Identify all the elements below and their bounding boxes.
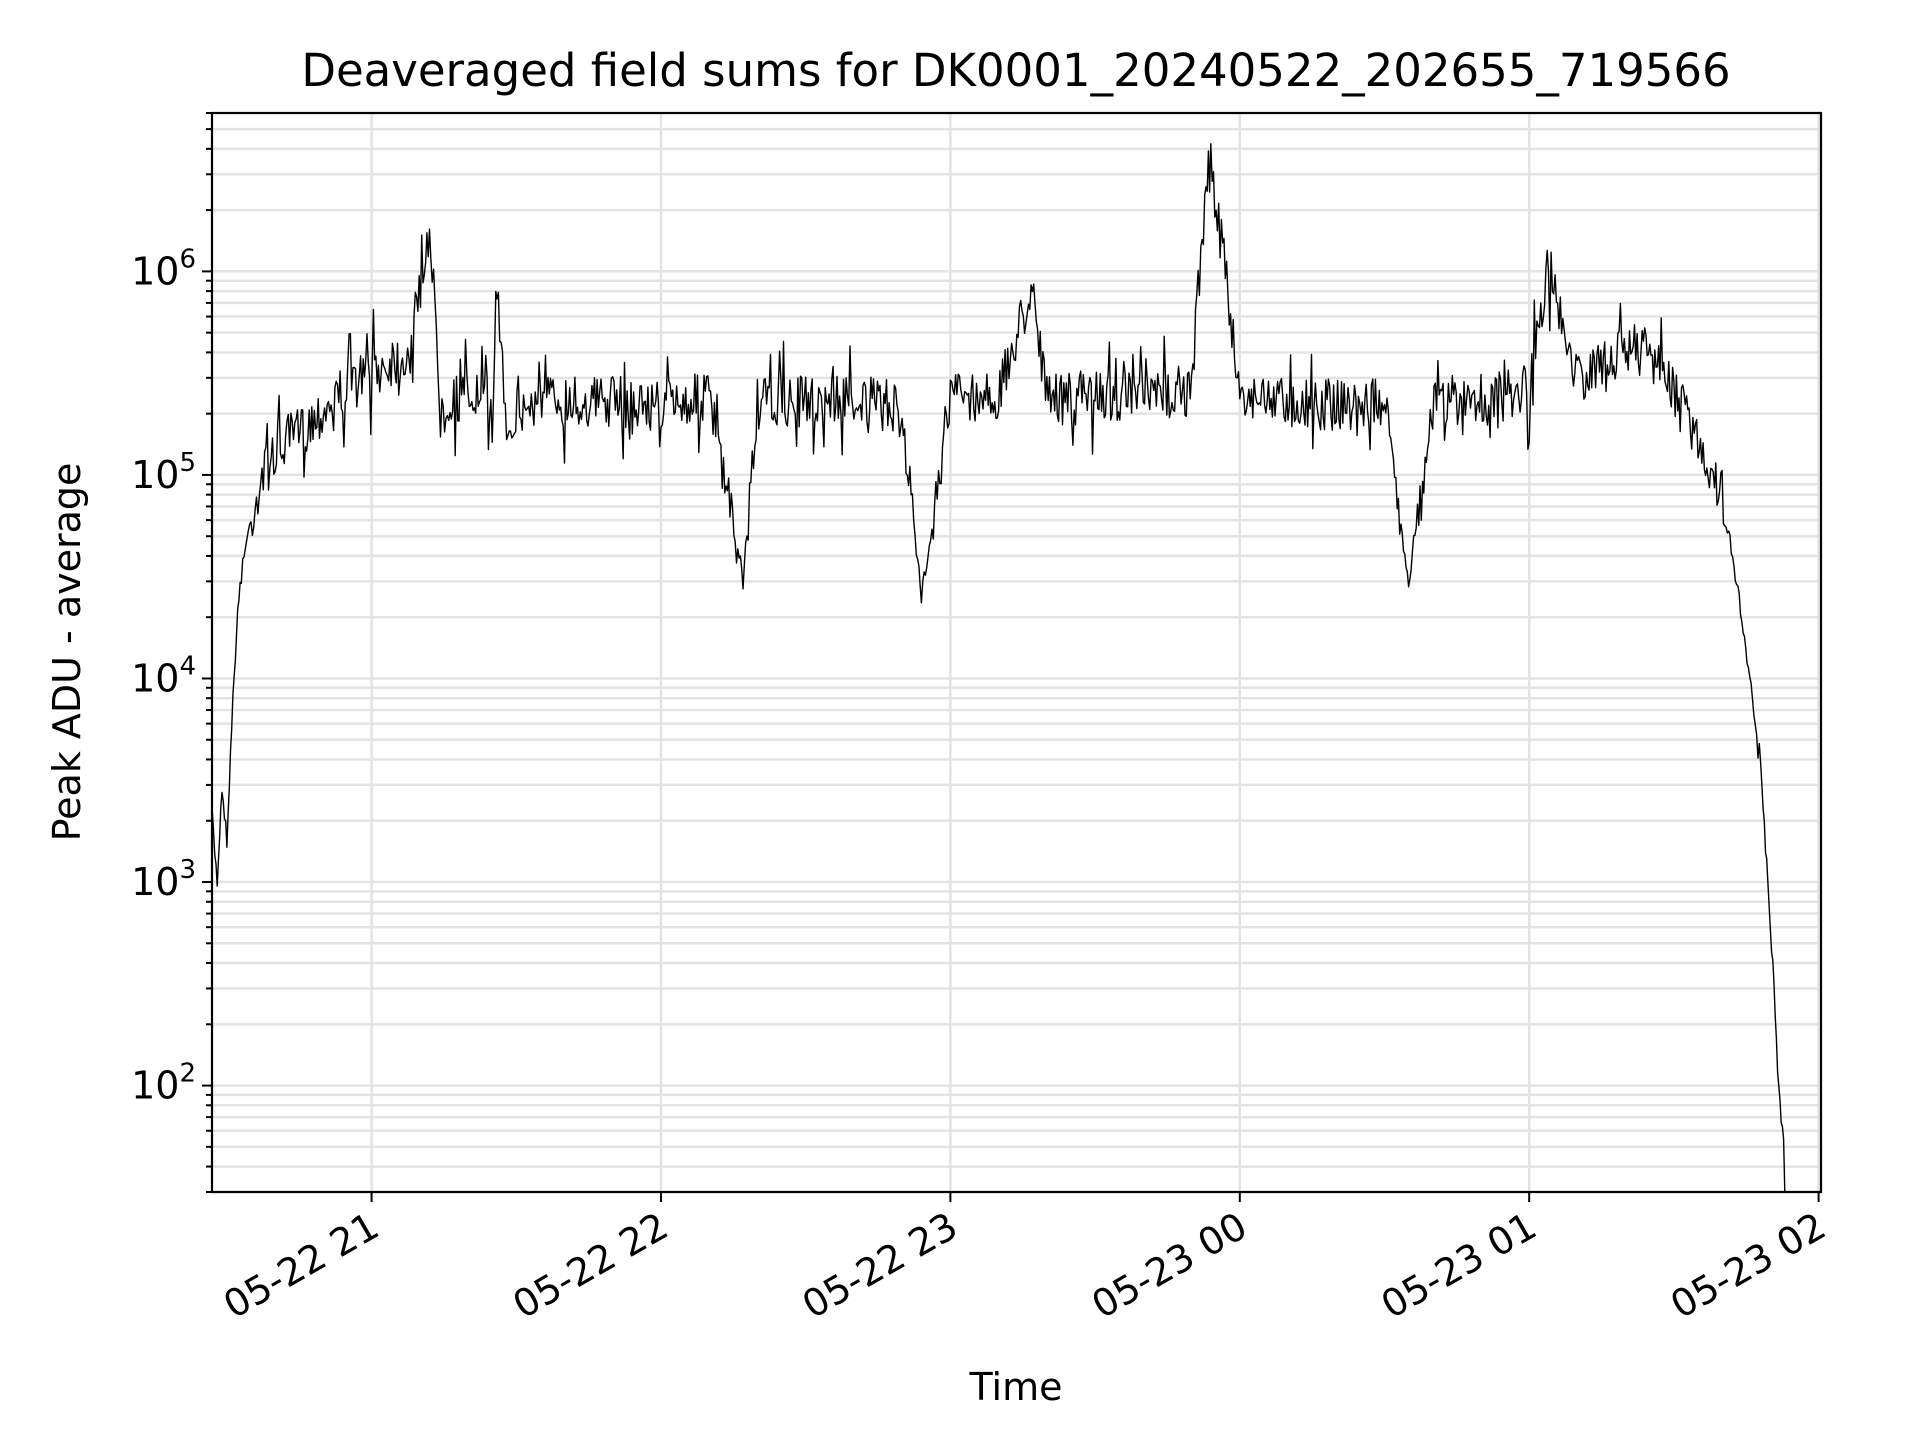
plot-frame xyxy=(210,111,1823,1194)
y-tick-label: 104 xyxy=(131,651,196,700)
y-tick-label: 103 xyxy=(131,855,196,904)
y-tick-label: 106 xyxy=(131,244,196,293)
series-line xyxy=(211,143,1786,1193)
chart-title: Deaveraged field sums for DK0001_2024052… xyxy=(301,44,1730,97)
grid xyxy=(212,111,1821,1194)
y-tick-label: 105 xyxy=(131,448,196,497)
y-tick-label: 102 xyxy=(131,1059,196,1108)
y-axis-label: Peak ADU - average xyxy=(45,463,89,842)
x-axis-label: Time xyxy=(969,1365,1063,1409)
